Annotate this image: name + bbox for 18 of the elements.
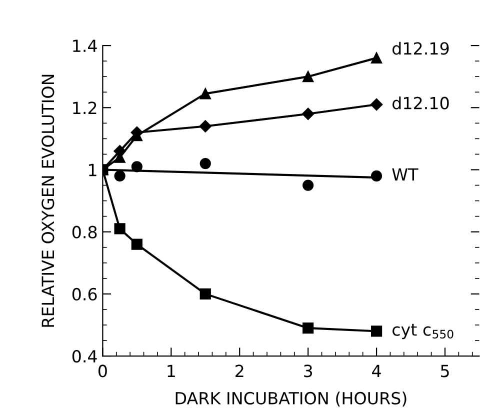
y-axis-title: RELATIVE OXYGEN EVOLUTION [42, 74, 54, 327]
legend-label: cyt c$_{550}$ [392, 324, 454, 340]
y-tick-label: 0.4 [72, 350, 97, 363]
y-tick-label: 0.6 [72, 288, 97, 301]
legend-label: d12.19 [392, 42, 449, 55]
x-tick-label: 5 [440, 364, 449, 378]
x-tick-label: 2 [236, 364, 244, 378]
series-label: WT [392, 168, 418, 181]
y-tick-label: 0.8 [72, 226, 97, 238]
y-tick-label: 1.2 [73, 102, 96, 114]
y-tick-label: 1.4 [73, 40, 97, 52]
x-tick-label: 1 [168, 364, 175, 378]
y-tick-label: 1 [89, 164, 96, 176]
legend-label: d12.10 [392, 96, 449, 110]
x-axis-title: DARK INCUBATION (HOURS) [176, 392, 406, 406]
x-tick-label: 4 [372, 364, 381, 378]
x-tick-label: 0 [98, 364, 107, 378]
x-tick-label: 3 [304, 364, 312, 378]
